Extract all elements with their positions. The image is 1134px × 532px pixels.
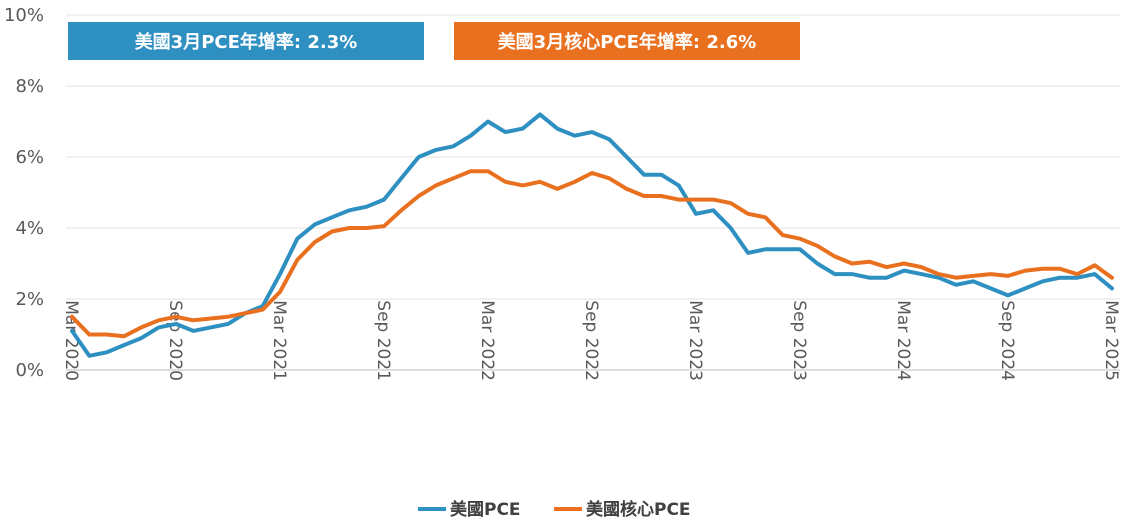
x-tick-label: Mar 2023 (685, 300, 705, 381)
legend-item-pce: 美國PCE (418, 499, 521, 520)
badge-pce-text: 美國3月PCE年增率: 2.3% (135, 31, 358, 53)
x-axis: Mar 2020 Sep 2020 Mar 2021 Sep 2021 Mar 2022… (61, 300, 1121, 381)
x-tick-label: Sep 2020 (165, 300, 185, 381)
series-lines (70, 112, 1114, 358)
badge-core-pce-text: 美國3月核心PCE年增率: 2.6% (498, 31, 757, 53)
legend-label-pce: 美國PCE (450, 499, 521, 520)
legend-item-core-pce: 美國核心PCE (554, 499, 691, 520)
gridlines (66, 14, 1120, 371)
y-tick-label: 2% (15, 289, 44, 310)
badge-pce-box (68, 22, 424, 60)
x-tick-label: Sep 2024 (997, 300, 1017, 381)
y-tick-label: 0% (15, 360, 44, 381)
legend: 美國PCE 美國核心PCE (418, 499, 691, 520)
x-tick-label: Sep 2022 (581, 300, 601, 381)
y-tick-label: 10% (4, 5, 44, 26)
badge-core-pce-box (454, 22, 800, 60)
series-line-core-pce (70, 169, 1114, 339)
y-tick-label: 6% (15, 147, 44, 168)
x-tick-label: Mar 2024 (893, 300, 913, 381)
x-tick-label: Mar 2025 (1101, 300, 1121, 381)
badge-core-pce: 美國3月核心PCE年增率: 2.6% (454, 22, 800, 60)
badge-pce: 美國3月PCE年增率: 2.3% (68, 22, 424, 60)
x-tick-label: Mar 2022 (477, 300, 497, 381)
legend-label-core-pce: 美國核心PCE (586, 499, 691, 520)
y-tick-label: 4% (15, 218, 44, 239)
x-tick-label: Mar 2021 (269, 300, 289, 381)
x-tick-label: Sep 2023 (789, 300, 809, 381)
y-axis: 0% 2% 4% 6% 8% 10% (4, 5, 44, 381)
y-tick-label: 8% (15, 76, 44, 97)
x-tick-label: Sep 2021 (373, 300, 393, 381)
